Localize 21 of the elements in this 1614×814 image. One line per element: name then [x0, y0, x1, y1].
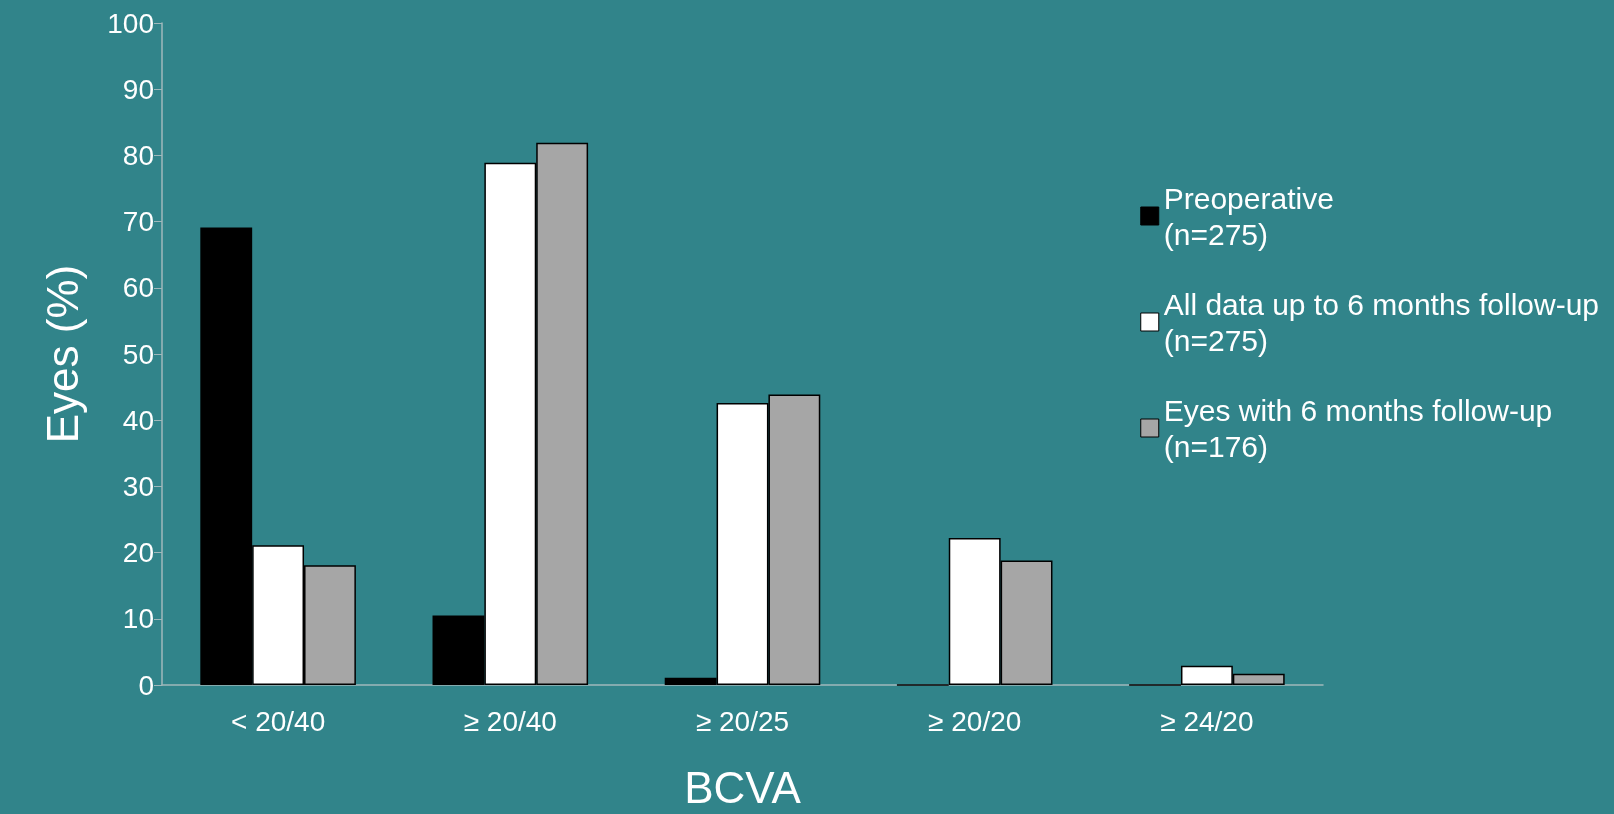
x-tick-label: ≥ 20/20 [928, 705, 1022, 737]
y-tick-label: 30 [122, 470, 154, 502]
y-tick-label: 0 [138, 669, 154, 701]
legend-label: Eyes with 6 months follow-up (n=176) [1163, 393, 1553, 463]
y-tick-label: 50 [122, 338, 154, 370]
y-tick-label: 90 [122, 73, 154, 105]
x-tick-label: < 20/40 [231, 705, 326, 737]
x-tick-label: ≥ 24/20 [1160, 705, 1254, 737]
legend-label: All data up to 6 months follow-up (n=275) [1163, 287, 1599, 357]
legend-label: Preoperative (n=275) [1163, 181, 1334, 251]
y-axis-title: Eyes (%) [37, 264, 87, 444]
x-tick-label: ≥ 20/40 [463, 705, 557, 737]
x-axis-title: BCVA [684, 762, 802, 812]
y-tick-label: 60 [122, 272, 154, 304]
y-tick-label: 80 [122, 139, 154, 171]
y-tick-label: 10 [122, 603, 154, 635]
y-tick-label: 70 [122, 206, 154, 238]
y-tick-label: 40 [122, 404, 154, 436]
y-tick-label: 100 [107, 7, 154, 39]
y-tick-label: 20 [122, 537, 154, 569]
x-tick-label: ≥ 20/25 [695, 705, 790, 737]
